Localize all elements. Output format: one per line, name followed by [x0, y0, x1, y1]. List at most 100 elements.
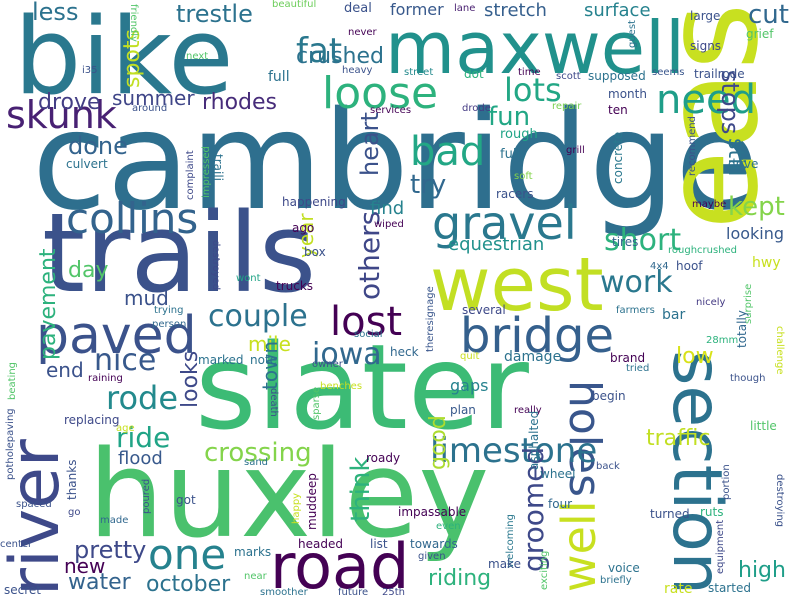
- word-replacing: replacing: [64, 413, 120, 427]
- word-trying: trying: [154, 305, 184, 316]
- word-lost: lost: [330, 299, 403, 345]
- word-made: made: [100, 515, 129, 526]
- word-death: death: [268, 388, 279, 417]
- word-portion: portion: [721, 464, 732, 500]
- word-supposed: supposed: [588, 69, 646, 83]
- word-dot: dot: [464, 67, 484, 81]
- word-owner: owner: [312, 359, 343, 370]
- word-thanks: thanks: [65, 459, 79, 500]
- word-kept: kept: [728, 192, 785, 222]
- word-drive: drive: [728, 157, 759, 171]
- word-briefly: briefly: [600, 575, 632, 586]
- word-guest: guest: [627, 20, 638, 48]
- word-drove: drove: [38, 90, 101, 115]
- word-even: even: [436, 521, 461, 532]
- word-low: low: [676, 344, 714, 369]
- word-well: well: [552, 500, 606, 592]
- word-farmers: farmers: [616, 305, 655, 316]
- word-deal: deal: [344, 1, 372, 16]
- word-large: large: [690, 9, 721, 23]
- word-one: one: [148, 530, 227, 579]
- word-seems: seems: [652, 67, 685, 78]
- word-center: center: [0, 539, 33, 550]
- word-smoother: smoother: [260, 587, 308, 598]
- word-28mm: 28mm: [706, 335, 739, 346]
- word-25th: 25th: [382, 587, 405, 598]
- word-crossing: crossing: [204, 438, 312, 468]
- word-mud: mud: [124, 286, 169, 310]
- word-paved: paved: [36, 306, 197, 366]
- word-destroying: destroying: [774, 474, 785, 528]
- word-potholepaving: potholepaving: [5, 408, 16, 480]
- word-started: started: [708, 581, 751, 595]
- word-full: full: [268, 69, 290, 85]
- word-pavement: pavement: [36, 248, 61, 360]
- word-drode: drode: [462, 103, 491, 114]
- word-make: make: [488, 557, 521, 571]
- word-month: month: [608, 87, 647, 101]
- word-turned: turned: [650, 507, 690, 521]
- word-got: got: [176, 493, 196, 507]
- word-fun: fun: [488, 102, 531, 132]
- word-ride: ride: [116, 421, 171, 454]
- word-soft: soft: [514, 171, 533, 182]
- word-i35: i35: [82, 65, 98, 76]
- word-sand: sand: [244, 457, 269, 468]
- word-sparse: sparse: [311, 386, 322, 420]
- word-trailrode: trailrode: [694, 67, 745, 81]
- word-end: end: [46, 358, 84, 382]
- word-tried: tried: [626, 363, 650, 374]
- word-short: short: [604, 223, 682, 258]
- word-concrete: concrete: [611, 131, 625, 184]
- word-box: box: [304, 245, 326, 259]
- word-go: go: [68, 507, 81, 518]
- word-culvert: culvert: [66, 157, 108, 171]
- word-trucks: trucks: [276, 279, 314, 293]
- word-spaced: spaced: [16, 499, 52, 510]
- word-roady: roady: [366, 451, 401, 465]
- word-impressed: impressed: [201, 146, 212, 198]
- word-bridge: bridge: [460, 308, 615, 364]
- word-person: person: [152, 319, 187, 330]
- word-wiped: wiped: [374, 219, 404, 230]
- word-poured: poured: [141, 478, 152, 514]
- word-near: near: [244, 571, 267, 582]
- word-heavy: heavy: [342, 65, 373, 76]
- word-back: back: [596, 461, 620, 472]
- word-riding: riding: [428, 566, 492, 591]
- word-maybe: maybe: [692, 199, 727, 210]
- word-beating: beating: [7, 361, 18, 400]
- word-trestle: trestle: [176, 0, 253, 28]
- word-four: four: [548, 497, 573, 511]
- word-high: high: [738, 558, 786, 583]
- word-hwy: hwy: [752, 255, 781, 271]
- word-heart: heart: [356, 112, 384, 176]
- word-repair: repair: [552, 101, 582, 112]
- word-maxwell: maxwell: [385, 6, 686, 90]
- word-recommend: recommend: [687, 116, 698, 176]
- word-bar: bar: [662, 307, 686, 323]
- word-really: really: [514, 405, 542, 416]
- word-surface: surface: [584, 0, 651, 21]
- word-road: road: [270, 530, 410, 600]
- word-heck: heck: [390, 345, 419, 359]
- word-happy: happy: [291, 492, 302, 524]
- word-cambridge: cambridge: [32, 83, 759, 241]
- word-muddeep: muddeep: [305, 473, 319, 530]
- word-cut: cut: [748, 0, 789, 30]
- word-rough: rough: [500, 127, 538, 142]
- word-social: social: [354, 329, 383, 340]
- word-damage: damage: [504, 349, 562, 365]
- word-pretty: pretty: [74, 536, 147, 564]
- word-huxley: huxley: [88, 426, 490, 565]
- word-loose: loose: [322, 68, 439, 119]
- word-destroyed: destroyed: [210, 240, 221, 291]
- word-marked: marked: [198, 353, 244, 367]
- word-around: around: [132, 103, 168, 114]
- word-age: age: [116, 423, 135, 434]
- word-flood: flood: [118, 448, 163, 469]
- word-grief: grief: [746, 27, 774, 41]
- word-fully: fully: [500, 147, 528, 162]
- word-done: done: [68, 132, 128, 160]
- word-plan: plan: [450, 403, 476, 417]
